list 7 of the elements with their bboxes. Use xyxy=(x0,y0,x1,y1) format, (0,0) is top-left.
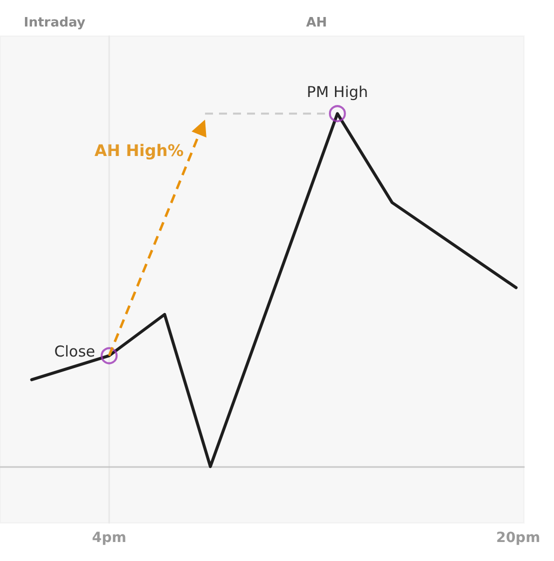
x-tick-label: 4pm xyxy=(92,530,126,546)
annotation: Close xyxy=(54,342,96,361)
annotation: AH High% xyxy=(94,140,184,160)
band-label: AH xyxy=(306,15,328,30)
x-tick-label: 20pm xyxy=(496,530,540,546)
annotation: PM High xyxy=(306,83,368,102)
band-label: Intraday xyxy=(24,15,86,30)
